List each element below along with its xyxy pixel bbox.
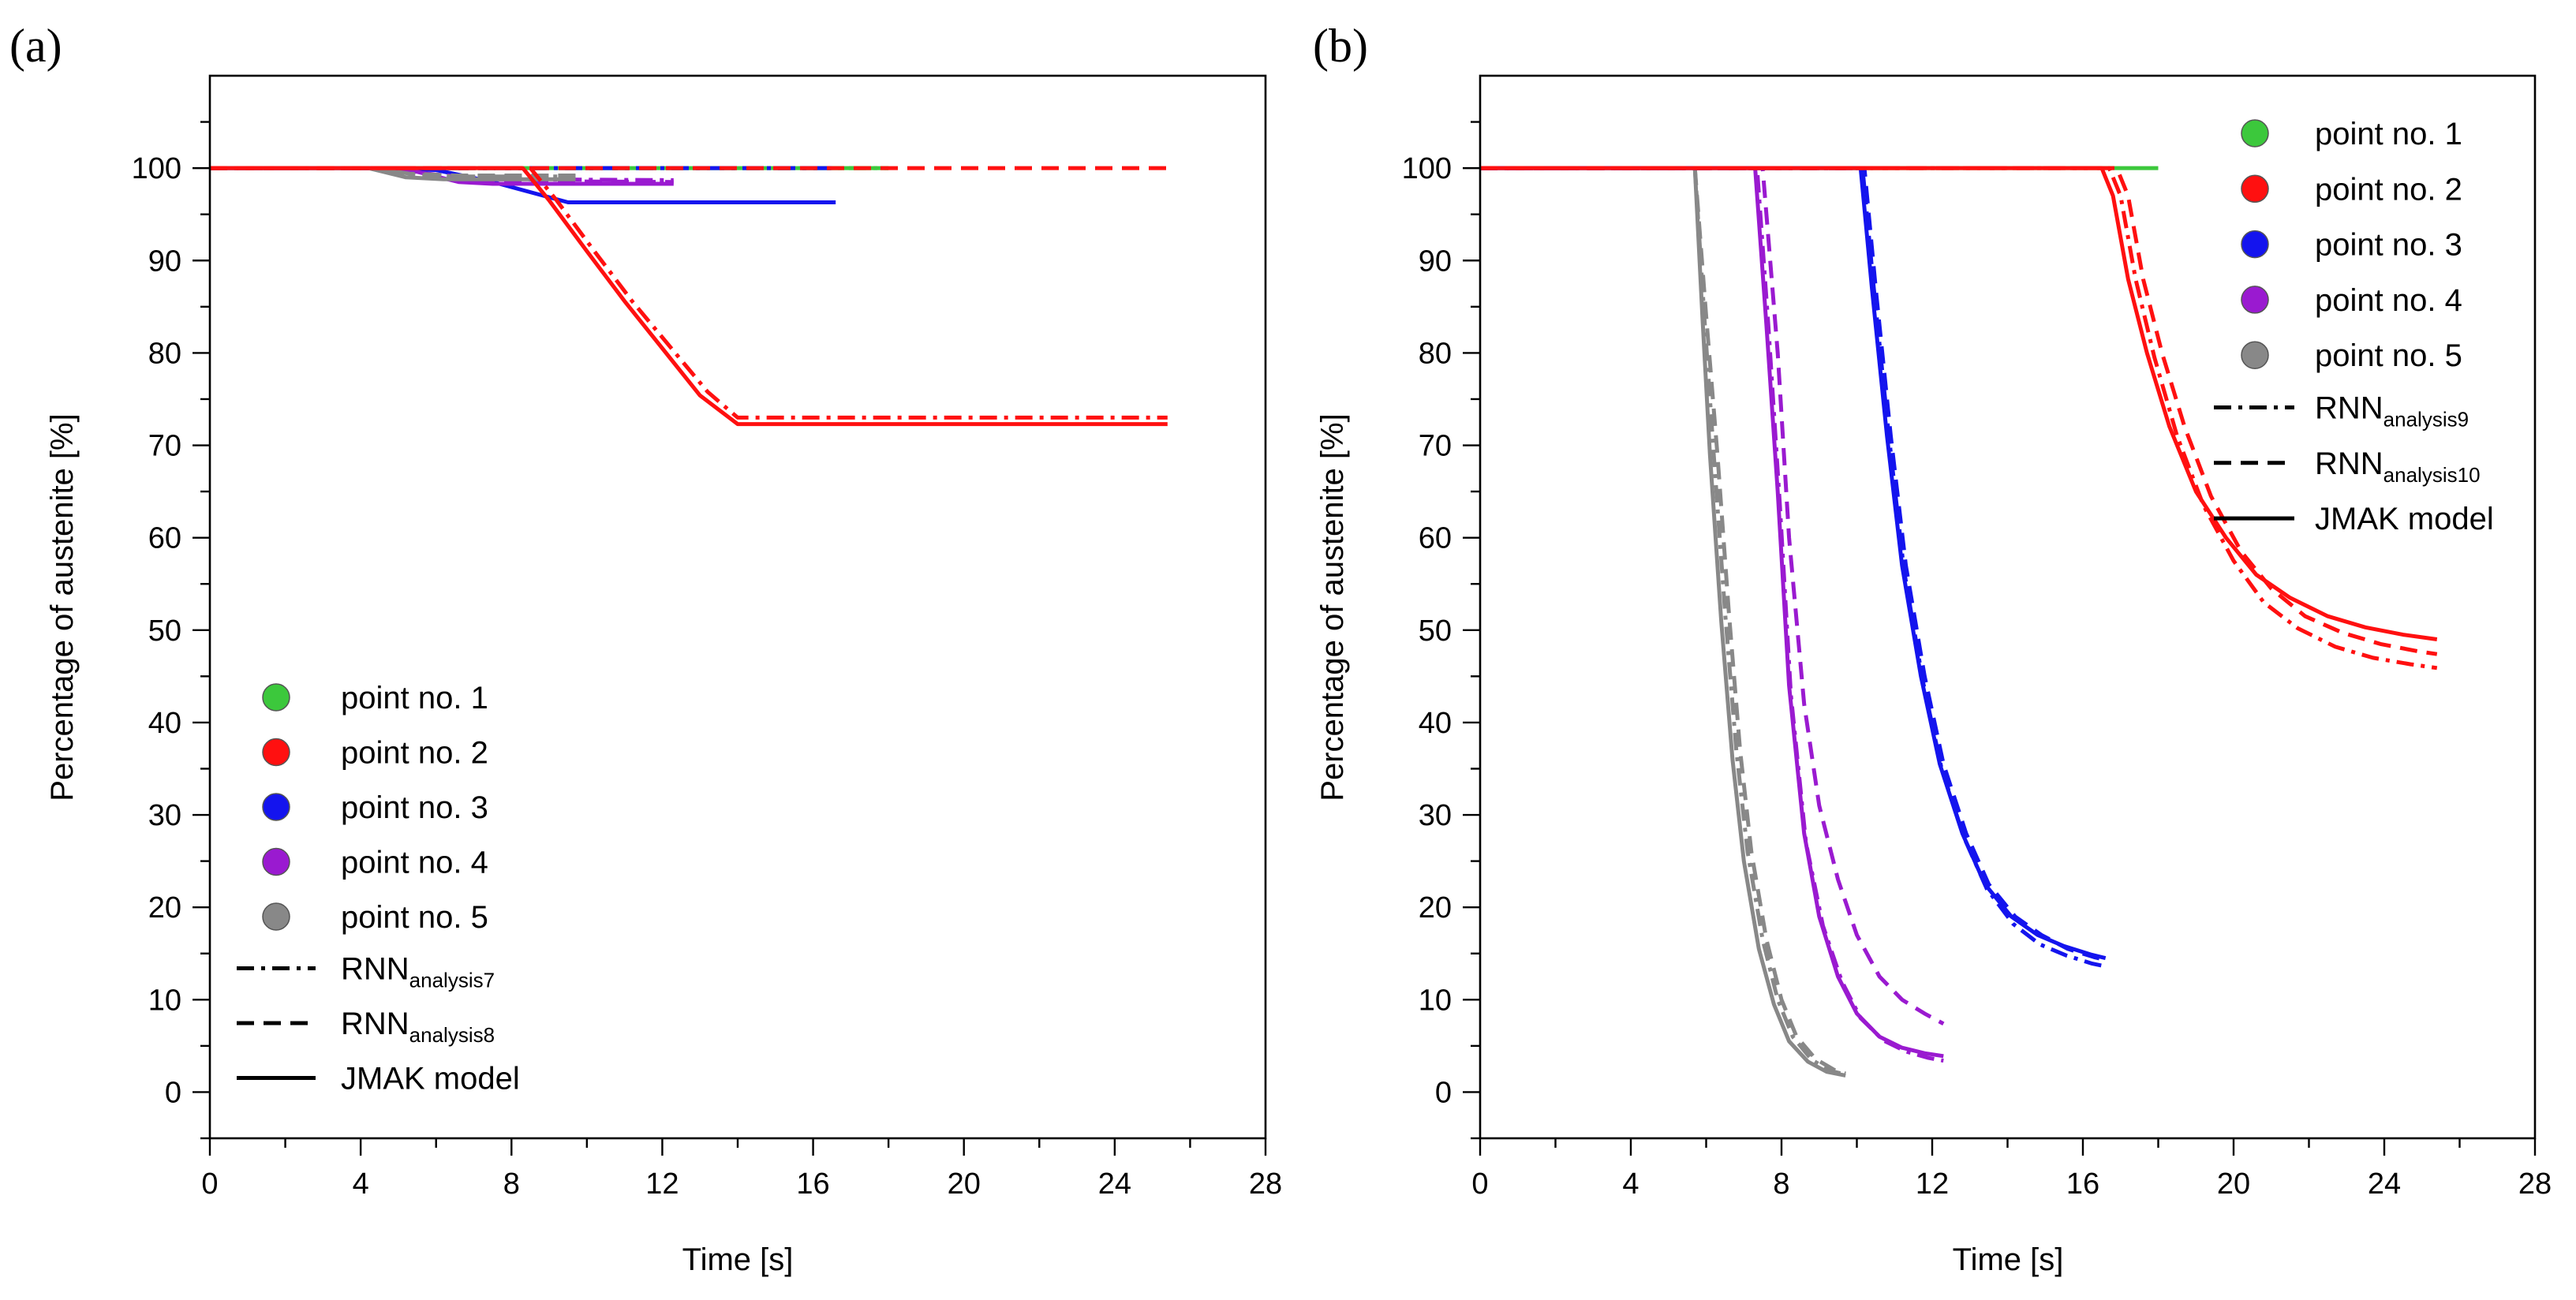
y-tick-label-b: 70 [1419,430,1452,463]
x-tick-label-a: 0 [201,1167,218,1201]
y-tick-label-a: 100 [132,152,181,185]
y-tick-label-b: 90 [1419,245,1452,278]
legend-marker-point-5 [2241,341,2269,369]
series-line-b-point-no-5-jmak-model [1480,166,1846,1078]
x-tick-label-b: 20 [2217,1167,2250,1201]
y-tick-label-a: 20 [148,891,181,925]
y-tick-label-a: 70 [148,430,181,463]
legend-label-point-3: point no. 3 [341,790,488,825]
legend-label-point-5: point no. 5 [2315,338,2462,373]
x-tick-label-a: 12 [645,1167,679,1201]
series-line-b-point-no-3-rnn-analysis9 [1480,166,2107,969]
series-line-b-point-no-5-rnn-analysis9 [1480,166,1846,1077]
series-line-b-point-no-2-rnn-analysis10 [1480,166,2438,656]
ticks-b: 0 4 8 12 16 20 24 28 0 10 20 30 40 50 60 70 80 90 100 [1402,121,2552,1201]
legend-marker-point-1 [2241,119,2269,148]
chart-panel-b: (b) 0 4 8 12 16 20 24 280102030405060708090100 … [1313,20,2552,1277]
series-layer-a [210,166,1168,427]
y-tick-label-a: 30 [148,799,181,832]
legend-label-point-4: point no. 4 [341,846,488,880]
legend-label-dashed: RNNanalysis8 [341,1007,495,1047]
legend-marker-point-4 [262,847,290,876]
series-line-b-point-no-5-rnn-analysis10 [1480,166,1846,1076]
series-line-b-point-no-2-rnn-analysis9 [1480,166,2438,671]
x-tick-label-b: 16 [2066,1167,2099,1201]
x-tick-label-b: 8 [1773,1167,1789,1201]
x-tick-label-a: 24 [1098,1167,1131,1201]
x-tick-label-a: 4 [353,1167,369,1201]
series-line-b-point-no-4-rnn-analysis10 [1480,166,1945,1026]
legend-label-point-5: point no. 5 [341,900,488,935]
legend-label-point-4: point no. 4 [2315,283,2462,318]
x-tick-label-a: 8 [503,1167,520,1201]
ticks-a: 0 4 8 12 16 20 24 28 0 10 20 30 40 50 60 70 80 90 100 [132,121,1282,1201]
legend-marker-point-2 [262,738,290,767]
y-tick-label-b: 40 [1419,707,1452,740]
y-axis-title-b: Percentage of austenite [%] [1315,413,1350,801]
legend-label-dashdot: RNNanalysis9 [2315,391,2469,431]
y-tick-label-b: 60 [1419,522,1452,555]
legend-label-point-2: point no. 2 [341,736,488,771]
x-tick-label-b: 0 [1471,1167,1488,1201]
y-tick-label-a: 40 [148,707,181,740]
y-tick-label-a: 0 [165,1076,181,1109]
x-axis-title-b: Time [s] [1953,1242,2064,1277]
x-axis-title-a: Time [s] [682,1242,794,1277]
legend-marker-point-4 [2241,286,2269,314]
legend-a: point no. 1 point no. 2 point no. 3 point n… [237,681,520,1096]
series-line-b-point-no-2-jmak-model [1480,166,2438,641]
legend-label-point-2: point no. 2 [2315,172,2462,207]
panel-label-a: (a) [9,20,62,72]
legend-marker-point-2 [2241,174,2269,204]
y-tick-label-b: 100 [1402,152,1452,185]
legend-label-solid: JMAK model [341,1062,520,1096]
y-tick-label-b: 30 [1419,799,1452,832]
legend-marker-point-3 [2241,230,2269,259]
y-tick-label-a: 50 [148,615,181,648]
x-tick-label-a: 20 [948,1167,981,1201]
legend-marker-point-1 [262,683,290,712]
legend-label-point-1: point no. 1 [2315,117,2462,151]
x-tick-label-b: 4 [1622,1167,1639,1201]
legend-label-solid: JMAK model [2315,502,2494,536]
y-tick-label-b: 50 [1419,615,1452,648]
x-tick-label-b: 28 [2518,1167,2552,1201]
y-tick-label-b: 10 [1419,984,1452,1017]
legend-marker-point-3 [262,793,290,821]
series-line-a-point-no-2-jmak-model [210,166,1168,427]
x-tick-label-b: 24 [2368,1167,2401,1201]
legend-marker-point-5 [262,902,290,931]
y-tick-label-a: 10 [148,984,181,1017]
series-line-b-point-no-3-rnn-analysis10 [1480,166,2107,962]
x-tick-label-a: 16 [796,1167,829,1201]
series-layer-b [1480,166,2438,1078]
x-tick-label-a: 28 [1249,1167,1282,1201]
y-axis-title-a: Percentage of austenite [%] [45,413,80,801]
panel-label-b: (b) [1313,20,1368,72]
legend-label-dashdot: RNNanalysis7 [341,952,495,992]
chart-panel-a: (a) 0 4 8 12 16 20 24 280102030405060708090100 … [9,20,1282,1277]
series-line-b-point-no-4-rnn-analysis9 [1480,166,1944,1063]
x-tick-label-b: 12 [1916,1167,1949,1201]
legend-label-point-1: point no. 1 [341,681,488,715]
legend-b: point no. 1 point no. 2 point no. 3 point n… [2214,117,2494,536]
y-tick-label-a: 80 [148,337,181,370]
y-tick-label-a: 60 [148,522,181,555]
legend-label-dashed: RNNanalysis10 [2315,446,2481,487]
y-tick-label-a: 90 [148,245,181,278]
y-tick-label-b: 20 [1419,891,1452,925]
y-tick-label-b: 80 [1419,337,1452,370]
series-line-a-point-no-2-rnn-analysis7 [210,166,1168,420]
legend-label-point-3: point no. 3 [2315,228,2462,263]
y-tick-label-b: 0 [1435,1076,1452,1109]
